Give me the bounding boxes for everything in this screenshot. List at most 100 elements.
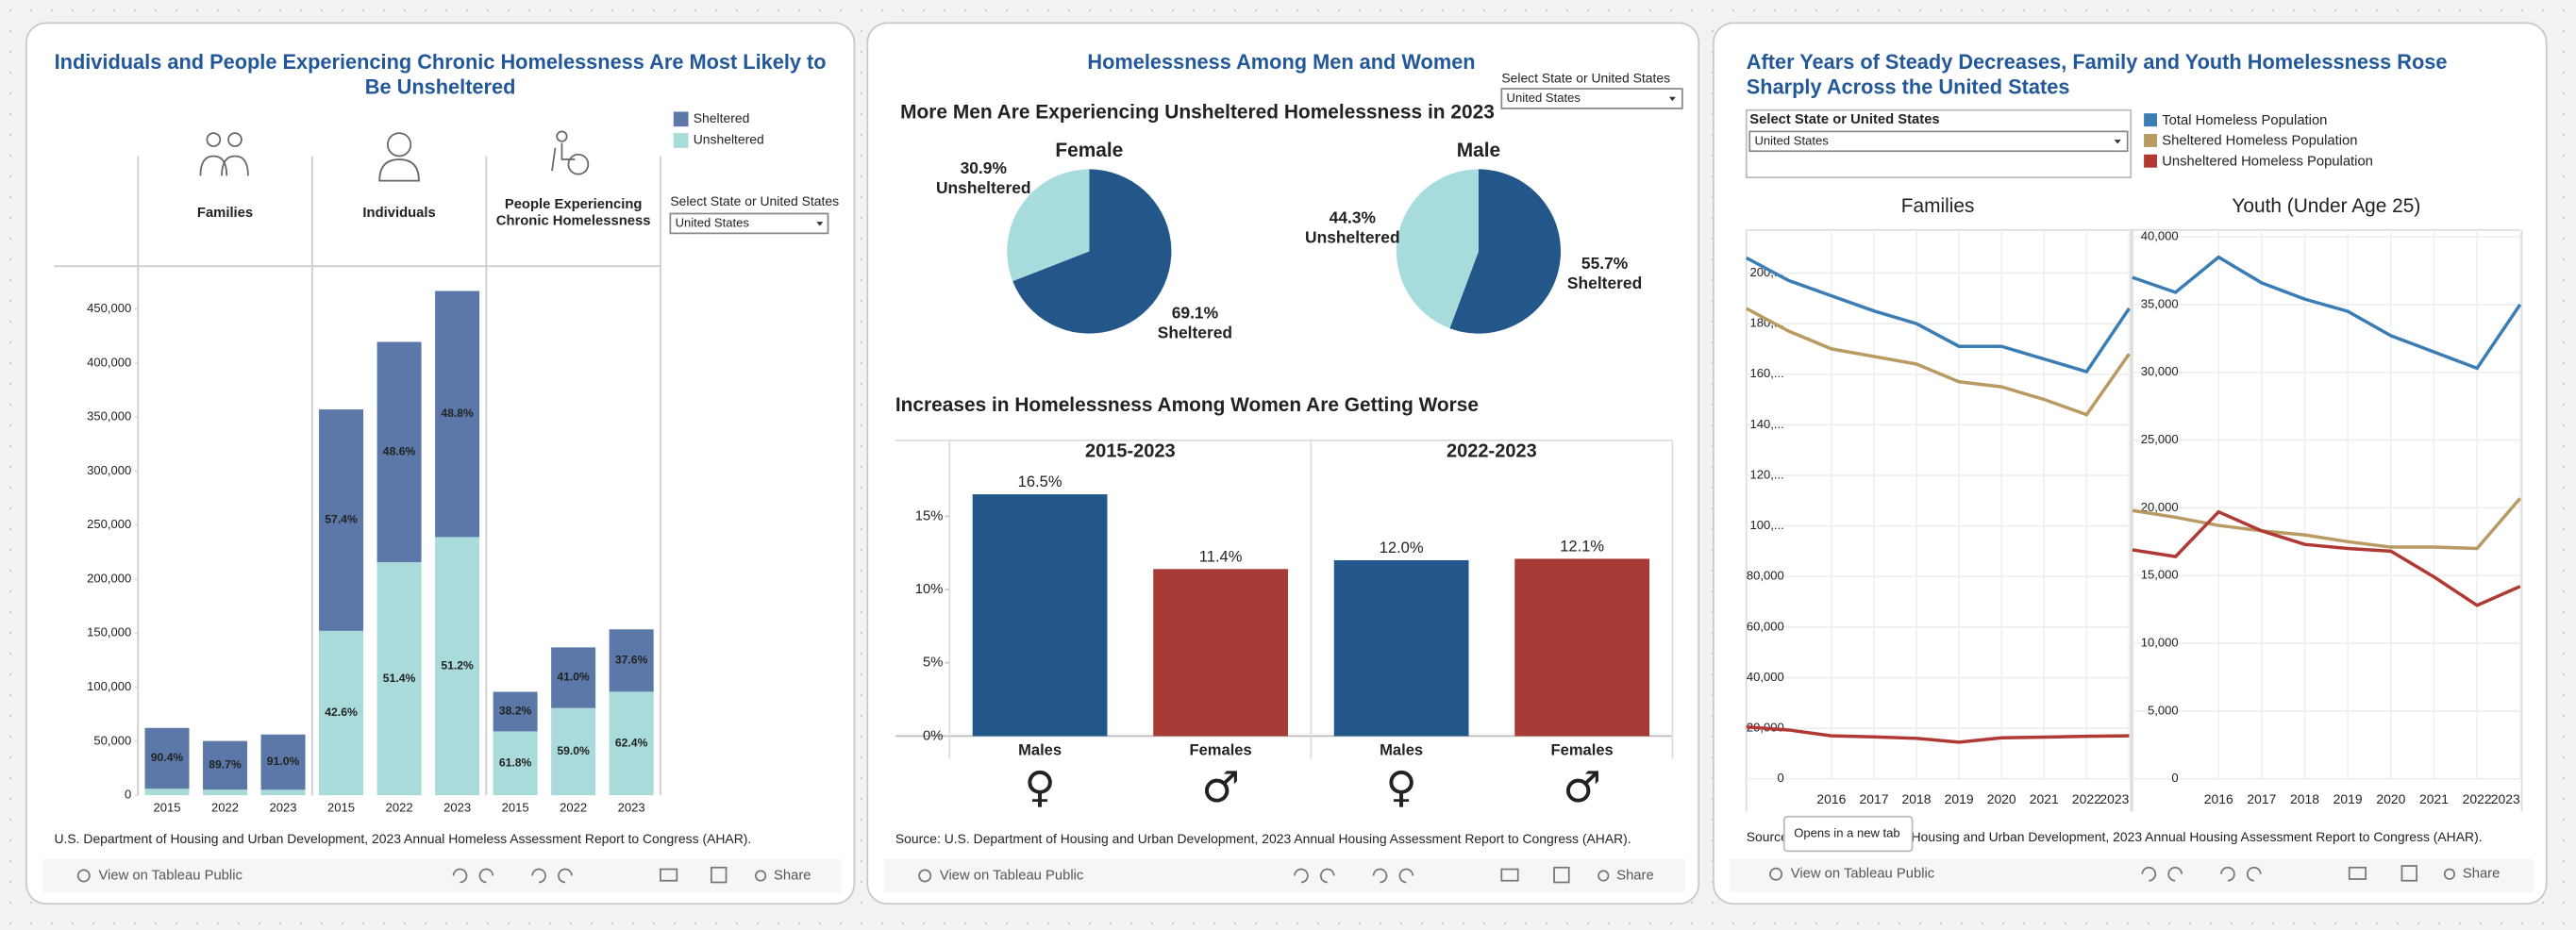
slice-value-label: 30.9% — [961, 158, 1008, 177]
x-tick-label: Females — [1551, 740, 1614, 758]
segment-label: 41.0% — [557, 671, 590, 684]
x-tick-label: 2018 — [1902, 791, 1932, 806]
y-tick-label: 10,000 — [2141, 635, 2179, 649]
line-series — [2132, 497, 2522, 551]
dropdown-value[interactable]: United States — [1754, 133, 1829, 147]
chronic-icon — [556, 130, 568, 142]
share-icon[interactable] — [1597, 870, 1610, 882]
segment-label: 48.8% — [441, 407, 474, 420]
share-button[interactable]: Share — [1616, 868, 1653, 883]
y-tick-label: 400,000 — [87, 355, 131, 369]
undo-redo-icons[interactable] — [1294, 868, 1414, 884]
bar-segment — [551, 707, 596, 796]
dropdown-arrow[interactable] — [1668, 96, 1676, 102]
undo-redo-icons[interactable] — [2141, 866, 2262, 882]
dropdown[interactable] — [669, 212, 829, 235]
bar-segment — [203, 789, 248, 796]
gender-symbol: ♂ — [1201, 762, 1240, 812]
y-tick-label: 150,000 — [87, 625, 131, 639]
section-heading: More Men Are Experiencing Unsheltered Ho… — [900, 100, 1495, 124]
dropdown-arrow[interactable] — [816, 222, 824, 226]
view-link[interactable]: View on Tableau Public — [1791, 867, 1935, 882]
x-tick-label: 2020 — [2376, 791, 2405, 806]
source: Source: U.S. Department of Housing and U… — [1747, 829, 2483, 844]
pie-title: Male — [1457, 140, 1500, 161]
comment-icon[interactable] — [660, 868, 678, 882]
chronic-icon — [567, 153, 590, 175]
gender-symbol: ♀ — [1025, 762, 1056, 812]
tooltip — [1782, 815, 1914, 853]
tableau-icon[interactable] — [76, 869, 91, 883]
selector-label: Select State or United States — [1501, 70, 1670, 85]
segment-label: 57.4% — [325, 513, 358, 526]
y-tick-label: 15,000 — [2141, 568, 2179, 582]
x-tick-label: 2019 — [2333, 791, 2363, 806]
panel-title: Individuals and People Experiencing Chro… — [54, 51, 827, 99]
x-tick-label: 2019 — [1945, 791, 1974, 806]
view-link[interactable]: View on Tableau Public — [940, 868, 1084, 883]
value-label: 12.1% — [1560, 538, 1604, 556]
undo-redo-icons[interactable] — [452, 868, 573, 884]
share-icon[interactable] — [2443, 868, 2456, 880]
source: U.S. Department of Housing and Urban Dev… — [54, 831, 751, 846]
panel-title: After Years of Steady Decreases, Family … — [1746, 51, 2448, 99]
x-tick-label: 2023 — [443, 801, 471, 815]
segment-label: 42.6% — [325, 706, 358, 719]
facet-header: 2022-2023 — [1447, 440, 1537, 461]
bar — [1153, 569, 1288, 737]
bar — [1333, 559, 1469, 737]
value-label: 16.5% — [1018, 473, 1062, 490]
y-tick-label: 10% — [915, 582, 944, 597]
y-tick-label: 200,... — [1750, 265, 1784, 279]
comment-icon[interactable] — [1500, 868, 1519, 882]
x-tick-label: 2022 — [211, 801, 239, 815]
bar-segment — [376, 562, 422, 796]
individual-icon — [378, 158, 420, 182]
y-tick-label: 5,000 — [2148, 703, 2179, 717]
x-tick-label: Males — [1380, 740, 1423, 758]
toolbar — [42, 859, 842, 892]
y-tick-label: 140,... — [1750, 417, 1784, 431]
legend-label: Sheltered — [694, 110, 750, 125]
line-series — [2132, 509, 2521, 607]
dropdown-arrow[interactable] — [2114, 140, 2121, 144]
fullscreen-icon[interactable] — [711, 866, 728, 884]
toolbar-icons — [76, 865, 2456, 884]
slice-category-label: Sheltered — [1567, 274, 1642, 292]
x-tick-label: Females — [1190, 740, 1252, 758]
share-icon[interactable] — [755, 870, 767, 882]
share-button[interactable]: Share — [2463, 867, 2500, 882]
x-tick-label: 2017 — [1859, 791, 1888, 806]
dropdown-value[interactable]: United States — [676, 215, 750, 229]
legend-label: Sheltered Homeless Population — [2162, 134, 2357, 149]
slice-value-label: 55.7% — [1581, 254, 1629, 273]
slice-category-label: Sheltered — [1158, 323, 1232, 341]
fullscreen-icon[interactable] — [1553, 866, 1570, 884]
pie-slice — [1449, 169, 1562, 334]
tableau-icon[interactable] — [918, 869, 932, 883]
x-tick-label: 2023 — [270, 801, 297, 815]
tableau-icon[interactable] — [1769, 867, 1783, 881]
dropdown-value[interactable]: United States — [1507, 91, 1581, 105]
comment-icon[interactable] — [2348, 866, 2367, 880]
dropdown[interactable] — [1748, 130, 2129, 153]
segment-label: 51.4% — [383, 672, 416, 685]
share-button[interactable]: Share — [774, 868, 811, 883]
bar-segment — [609, 629, 654, 692]
view-link[interactable]: View on Tableau Public — [98, 868, 243, 883]
x-tick-label: Males — [1018, 740, 1062, 758]
family-icon — [199, 155, 249, 176]
x-tick-label: 2022 — [560, 801, 587, 815]
fullscreen-icon[interactable] — [2400, 865, 2417, 882]
legend-label: Unsheltered Homeless Population — [2162, 154, 2373, 169]
legend-swatch — [2144, 133, 2158, 147]
x-tick-label: 2017 — [2247, 791, 2276, 806]
dropdown[interactable] — [1500, 88, 1683, 109]
x-tick-label: 2020 — [1987, 791, 2016, 806]
legend-swatch — [2144, 154, 2158, 168]
facet-title: Youth (Under Age 25) — [2232, 195, 2420, 217]
y-tick-label: 350,000 — [87, 409, 131, 423]
x-tick-label: 2023 — [2099, 791, 2129, 806]
x-tick-label: 2021 — [2419, 791, 2449, 806]
